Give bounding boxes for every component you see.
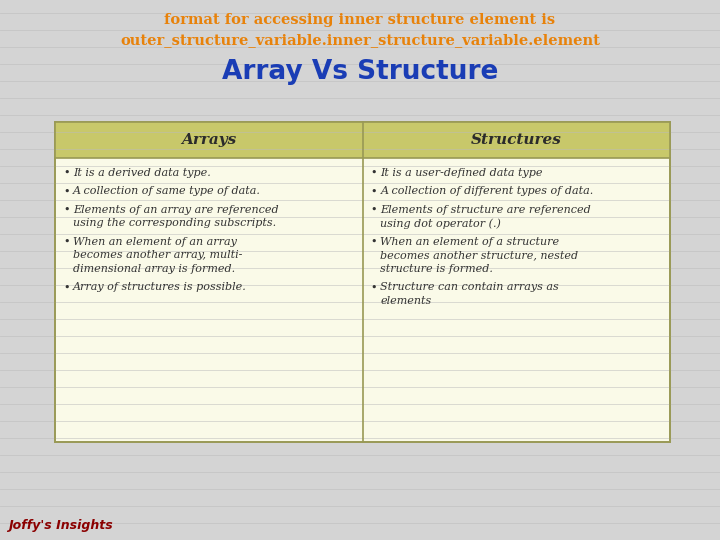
- Text: Structure can contain arrays as: Structure can contain arrays as: [380, 282, 559, 293]
- Text: •: •: [63, 168, 70, 178]
- Text: Array Vs Structure: Array Vs Structure: [222, 59, 498, 85]
- Text: Structures: Structures: [471, 133, 562, 147]
- Text: •: •: [63, 205, 70, 215]
- Text: using the corresponding subscripts.: using the corresponding subscripts.: [73, 219, 276, 228]
- Text: When an element of an array: When an element of an array: [73, 237, 237, 247]
- Text: structure is formed.: structure is formed.: [380, 264, 493, 274]
- Text: •: •: [63, 282, 70, 293]
- Text: Array of structures is possible.: Array of structures is possible.: [73, 282, 247, 293]
- Text: becomes another array, multi-: becomes another array, multi-: [73, 251, 243, 260]
- Text: •: •: [63, 237, 70, 247]
- Text: outer_structure_variable.inner_structure_variable.element: outer_structure_variable.inner_structure…: [120, 33, 600, 47]
- Text: When an element of a structure: When an element of a structure: [380, 237, 559, 247]
- Text: •: •: [63, 186, 70, 197]
- Text: format for accessing inner structure element is: format for accessing inner structure ele…: [164, 13, 556, 27]
- Text: It is a derived data type.: It is a derived data type.: [73, 168, 211, 178]
- Text: using dot operator (.): using dot operator (.): [380, 219, 501, 229]
- Text: Elements of an array are referenced: Elements of an array are referenced: [73, 205, 279, 215]
- Text: becomes another structure, nested: becomes another structure, nested: [380, 251, 579, 260]
- Text: It is a user-defined data type: It is a user-defined data type: [380, 168, 543, 178]
- Text: •: •: [371, 186, 377, 197]
- Text: Joffy's Insights: Joffy's Insights: [8, 519, 113, 532]
- FancyBboxPatch shape: [55, 122, 670, 158]
- Text: A collection of same type of data.: A collection of same type of data.: [73, 186, 261, 197]
- Text: Elements of structure are referenced: Elements of structure are referenced: [380, 205, 591, 215]
- Text: A collection of different types of data.: A collection of different types of data.: [380, 186, 594, 197]
- Text: •: •: [371, 168, 377, 178]
- Text: Arrays: Arrays: [181, 133, 236, 147]
- Text: dimensional array is formed.: dimensional array is formed.: [73, 264, 235, 274]
- Text: elements: elements: [380, 296, 432, 306]
- FancyBboxPatch shape: [55, 122, 670, 442]
- Text: •: •: [371, 282, 377, 293]
- Text: •: •: [371, 205, 377, 215]
- Text: •: •: [371, 237, 377, 247]
